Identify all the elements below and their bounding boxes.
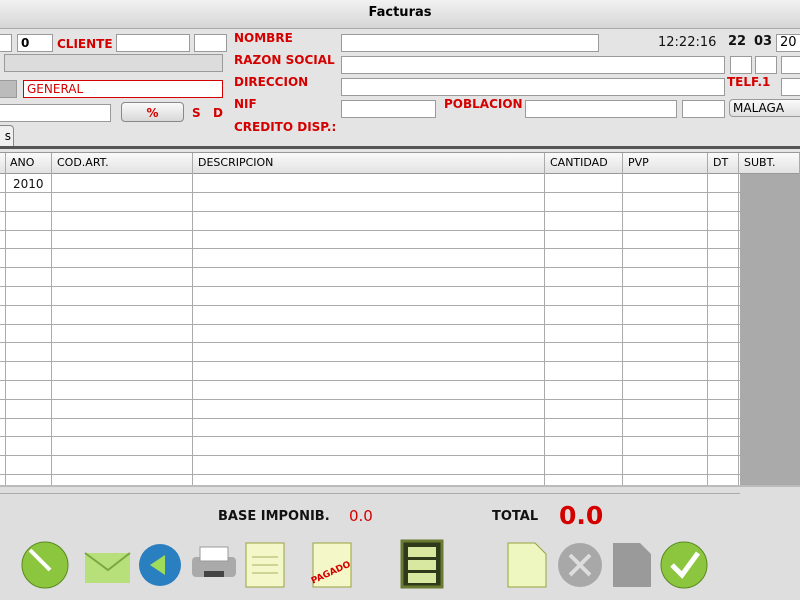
row-line <box>0 286 740 287</box>
mail-button[interactable] <box>84 552 131 583</box>
input[interactable] <box>0 34 12 52</box>
year[interactable]: 20 <box>776 34 800 52</box>
input[interactable] <box>730 56 752 74</box>
row-line <box>0 210 740 212</box>
group-input[interactable]: GENERAL <box>23 80 223 98</box>
cell: 2010 <box>13 177 44 191</box>
client-code[interactable]: 0 <box>17 34 53 52</box>
input[interactable] <box>755 56 777 74</box>
window-title: Facturas <box>368 5 432 20</box>
label: NIF <box>234 97 257 111</box>
column-line <box>707 173 708 485</box>
column-line <box>738 173 739 485</box>
column-line <box>544 173 545 485</box>
tab[interactable]: s <box>0 125 14 146</box>
time: 12:22:16 <box>658 35 717 50</box>
label: CLIENTE <box>57 37 113 51</box>
column-line <box>192 173 193 485</box>
column-header: COD.ART. <box>52 153 193 173</box>
column-header: CANTIDAD <box>545 153 623 173</box>
label: CREDITO DISP.: <box>234 120 337 134</box>
column-line <box>622 173 623 485</box>
row-line <box>0 455 740 457</box>
label: DIRECCION <box>234 75 309 89</box>
label: NOMBRE <box>234 31 293 45</box>
label: POBLACION <box>444 97 523 111</box>
column-line <box>5 153 6 485</box>
edit-button[interactable] <box>613 543 651 587</box>
input[interactable] <box>781 78 800 96</box>
table-header <box>0 153 800 174</box>
column-line <box>51 173 52 485</box>
row-line <box>0 267 740 269</box>
document-button[interactable] <box>245 542 285 588</box>
row-line <box>0 229 740 231</box>
input[interactable] <box>341 78 725 96</box>
input[interactable] <box>341 56 725 74</box>
column-header: DESCRIPCION <box>193 153 545 173</box>
cancel-button[interactable] <box>558 543 602 587</box>
column-header: PVP <box>623 153 708 173</box>
row-line <box>0 323 740 325</box>
day: 22 <box>728 34 747 49</box>
list-button[interactable] <box>400 539 444 589</box>
paid-button[interactable]: PAGADO <box>310 542 353 588</box>
input[interactable] <box>341 100 436 118</box>
new-button[interactable] <box>507 542 547 588</box>
table <box>0 152 800 486</box>
month: 03 <box>754 34 773 49</box>
row-line <box>0 474 740 475</box>
separator <box>0 146 800 149</box>
base-value: 0.0 <box>349 507 373 525</box>
input[interactable] <box>0 104 111 122</box>
input[interactable] <box>0 80 17 98</box>
total-value: 0.0 <box>559 501 604 530</box>
row-line <box>0 492 740 494</box>
accept-button[interactable] <box>660 541 708 589</box>
input[interactable] <box>682 100 725 118</box>
print-button[interactable] <box>192 546 236 577</box>
row-line <box>0 361 740 363</box>
row-line <box>0 398 740 400</box>
title-bar <box>0 0 800 29</box>
input[interactable] <box>4 54 223 72</box>
row-line <box>0 436 740 438</box>
column-header: SUBT. <box>739 153 800 173</box>
label: D <box>213 106 223 120</box>
wizard-button[interactable] <box>21 541 69 589</box>
row-line <box>0 417 740 419</box>
total-label: TOTAL <box>492 509 539 524</box>
input[interactable] <box>525 100 677 118</box>
label: RAZON SOCIAL <box>234 53 335 67</box>
row-line <box>0 192 740 193</box>
row-line <box>0 248 740 250</box>
subtotal-column <box>740 174 800 485</box>
column-header: ANO <box>5 153 52 173</box>
percent-button[interactable]: % <box>121 102 184 122</box>
column-header: DT <box>708 153 739 173</box>
toolbar: PAGADO <box>21 539 708 589</box>
input[interactable] <box>781 56 800 74</box>
base-label: BASE IMPONIB. <box>218 509 330 524</box>
label: TELF.1 <box>727 75 771 89</box>
label: S <box>192 106 201 120</box>
row-line <box>0 304 740 306</box>
city-combo[interactable]: MALAGA <box>729 99 800 117</box>
input[interactable] <box>341 34 599 52</box>
input[interactable] <box>194 34 227 52</box>
input[interactable] <box>116 34 190 52</box>
row-line <box>0 342 740 344</box>
back-button[interactable] <box>139 544 181 586</box>
row-line <box>0 380 740 381</box>
